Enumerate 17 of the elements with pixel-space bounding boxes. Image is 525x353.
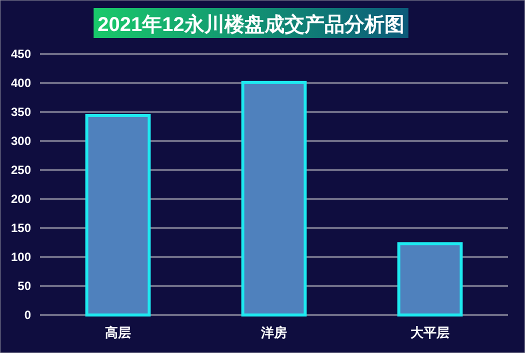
y-tick-label: 200 <box>10 192 32 206</box>
y-tick-label: 300 <box>10 134 32 148</box>
bar <box>85 114 151 316</box>
x-tick-label: 洋房 <box>260 325 287 340</box>
y-tick-label: 350 <box>10 105 32 119</box>
y-tick-label: 250 <box>10 163 32 177</box>
bar <box>397 242 463 316</box>
chart-title: 2021年12永川楼盘成交产品分析图 <box>98 13 404 36</box>
bar <box>241 80 307 316</box>
y-tick-label: 400 <box>10 76 32 90</box>
x-tick-label: 高层 <box>105 325 131 340</box>
x-tick-label: 大平层 <box>410 325 450 340</box>
y-tick-label: 50 <box>18 279 32 293</box>
y-tick-label: 100 <box>10 250 32 264</box>
y-tick-label: 450 <box>10 47 32 61</box>
y-tick-label: 0 <box>24 308 32 322</box>
y-tick-label: 150 <box>10 221 32 235</box>
